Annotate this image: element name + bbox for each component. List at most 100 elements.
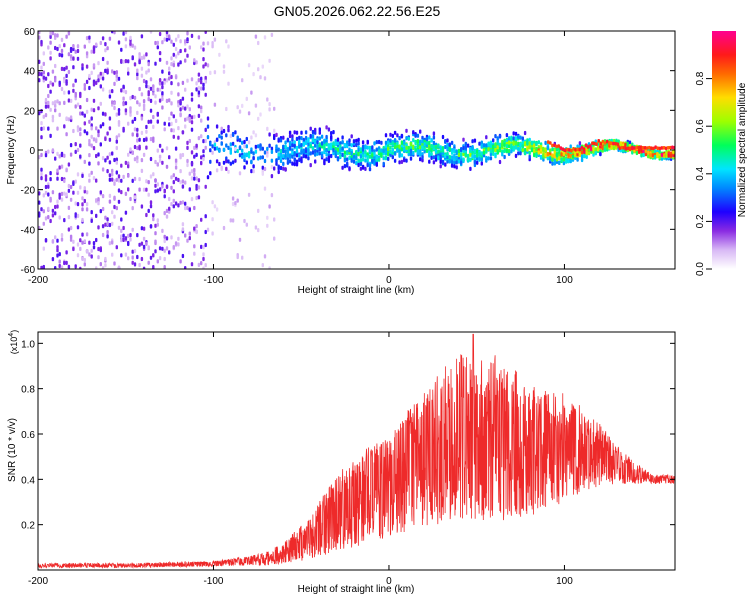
spectrogram-cell: [161, 228, 164, 233]
spectrogram-cell: [63, 191, 66, 196]
spectrogram-cell: [163, 127, 166, 132]
spectrogram-cell: [106, 169, 109, 174]
spectrogram-cell: [76, 213, 80, 218]
spectrogram-cell: [195, 176, 198, 181]
spectrogram-cell: [400, 153, 404, 158]
spectrogram-cell: [245, 160, 248, 165]
spectrogram-cell: [60, 86, 64, 92]
spectrogram-cell: [624, 147, 628, 151]
spectrogram-cell: [170, 111, 173, 116]
spectrogram-cell: [578, 147, 582, 152]
spectrogram-cell: [204, 31, 207, 34]
spectrogram-cell: [140, 73, 144, 78]
spectrogram-cell: [364, 144, 367, 149]
spectrogram-cell: [179, 39, 182, 44]
spectrogram-cell: [364, 166, 367, 171]
spectrogram-cell: [170, 90, 173, 95]
spectrogram-cell: [263, 254, 267, 259]
spectrogram-cell: [494, 142, 497, 147]
spectrogram-cell: [323, 146, 326, 151]
spectrogram-cell: [489, 156, 493, 161]
spectrogram-cell: [400, 159, 404, 164]
spectrogram-cell: [161, 184, 164, 189]
spectrogram-cell: [177, 92, 180, 97]
spectrogram-cell: [124, 210, 128, 215]
spectrogram-cell: [546, 145, 550, 150]
spectrogram-cell: [140, 158, 144, 163]
spectrogram-cell: [56, 238, 59, 243]
spectrogram-cell: [90, 170, 93, 175]
spectrogram-cell: [405, 136, 408, 141]
spectrogram-cell: [67, 205, 71, 210]
spectrogram-cell: [357, 162, 360, 168]
spectrogram-cell: [99, 190, 102, 195]
spectrogram-cell: [65, 34, 68, 39]
spectrogram-cell: [507, 144, 511, 149]
spectrogram-cell: [79, 246, 82, 251]
snr-y-tick-label: 0.2: [21, 521, 35, 532]
spectrogram-cell: [599, 141, 603, 146]
spectrogram-cell: [99, 209, 102, 214]
spectrogram-cell: [104, 112, 107, 117]
spectrogram-cell: [174, 201, 178, 206]
spectrogram-cell: [206, 175, 210, 180]
spectrogram-cell: [405, 158, 408, 163]
spectrogram-cell: [133, 248, 137, 254]
spectrogram-cell: [231, 160, 235, 165]
spectrogram-cell: [106, 155, 109, 160]
spectrogram-cell: [450, 163, 454, 168]
snr-x-axis-label: Height of straight line (km): [298, 584, 415, 595]
spectrogram-cell: [156, 45, 159, 50]
spectrogram-cell: [101, 232, 105, 238]
spectrogram-cell: [257, 228, 260, 233]
spectrogram-cell: [88, 39, 91, 44]
spectrogram-cell: [304, 149, 308, 154]
spectrogram-cell: [587, 151, 591, 156]
spectrogram-cell: [658, 155, 661, 160]
spectrogram-cell: [270, 149, 274, 154]
spectrogram-cell: [122, 174, 125, 179]
spectrogram-cell: [660, 152, 664, 157]
spectrogram-cell: [250, 169, 253, 174]
spectrogram-cell: [67, 31, 71, 36]
spectrogram-cell: [202, 82, 205, 87]
spectrogram-cell: [389, 132, 392, 137]
spectrogram-cell: [113, 214, 116, 219]
spectrogram-cell: [195, 152, 198, 157]
spectrogram-cell: [220, 165, 223, 170]
spectrogram-cell: [387, 156, 390, 161]
spectrogram-cell: [60, 164, 64, 169]
spectrogram-cell: [40, 65, 43, 70]
spectrogram-cell: [138, 177, 141, 182]
spectrogram-cell: [295, 162, 299, 167]
spectrogram-cell: [257, 116, 260, 121]
spectrogram-cell: [99, 75, 102, 80]
spectrogram-cell: [257, 40, 260, 46]
spectrogram-cell: [263, 186, 267, 191]
spectrogram-cell: [163, 121, 166, 126]
spectrogram-cell: [211, 200, 214, 205]
spectrogram-cell: [448, 154, 451, 160]
spectrogram-cell: [158, 143, 162, 148]
spectrogram-cell: [163, 248, 166, 253]
spectrogram-cell: [412, 130, 415, 135]
spectrogram-cell: [138, 59, 141, 64]
spectrogram-cell: [279, 165, 283, 171]
spectrogram-cell: [441, 148, 445, 153]
spectrogram-cell: [528, 141, 531, 146]
spectrogram-cell: [193, 226, 196, 231]
spectrogram-cell: [487, 156, 490, 161]
spectrogram-cell: [142, 244, 146, 249]
spectrogram-cell: [177, 242, 180, 247]
spectrogram-cell: [40, 265, 43, 269]
spectrogram-cell: [480, 143, 483, 148]
spectrogram-cell: [165, 164, 169, 169]
spectrogram-cell: [247, 151, 251, 156]
spectrogram-cell: [136, 155, 139, 160]
spectrogram-cell: [471, 150, 474, 155]
spectrogram-cell: [606, 145, 609, 150]
spectrogram-cell: [83, 83, 86, 88]
spectrogram-cell: [503, 154, 506, 160]
spectrogram-cell: [656, 151, 659, 157]
spectrogram-cell: [58, 263, 61, 269]
